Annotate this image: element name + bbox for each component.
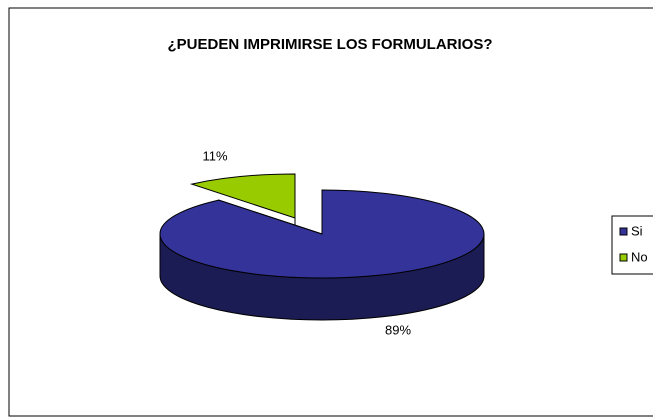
data-label: 11%: [202, 148, 227, 163]
chart-title: ¿PUEDEN IMPRIMIRSE LOS FORMULARIOS?: [167, 36, 492, 53]
pie-slice: [189, 173, 296, 219]
legend-label: No: [631, 249, 648, 264]
legend-label: Si: [631, 223, 643, 238]
legend-marker: [619, 253, 628, 262]
legend-marker: [619, 227, 628, 236]
data-label: 89%: [385, 322, 411, 337]
legend-box: [611, 215, 653, 275]
pie-slice: [159, 189, 485, 279]
